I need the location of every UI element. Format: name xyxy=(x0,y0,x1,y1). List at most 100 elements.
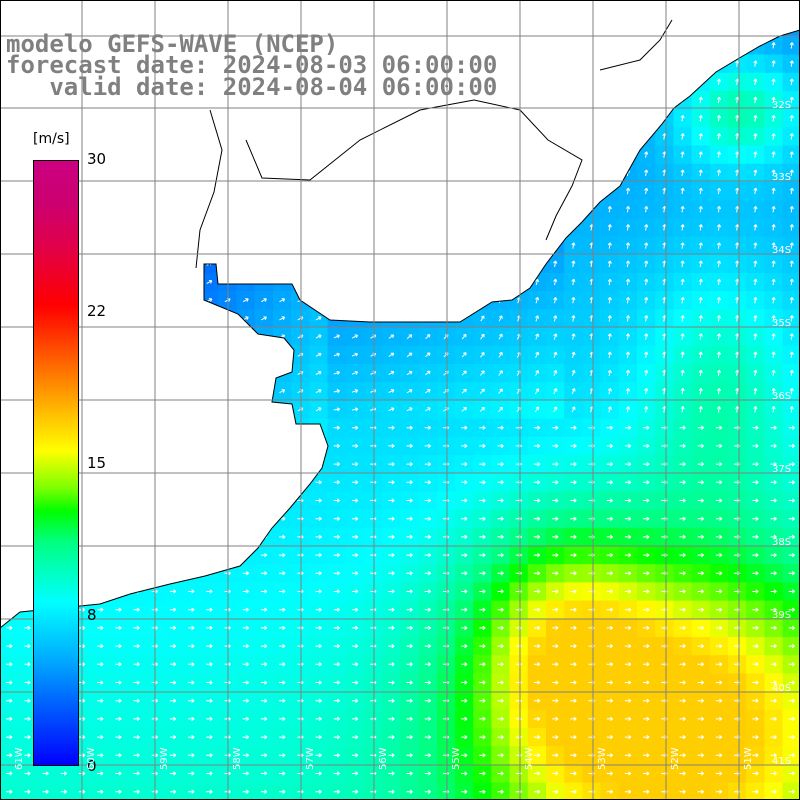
wind-arrow xyxy=(535,370,540,376)
wind-arrow xyxy=(533,625,541,631)
wind-arrow xyxy=(279,534,286,540)
wind-arrow xyxy=(698,151,703,158)
wind-arrow xyxy=(789,151,794,158)
wind-arrow xyxy=(716,296,722,304)
wind-arrow xyxy=(715,425,723,430)
wind-arrow xyxy=(716,151,722,158)
wind-arrow xyxy=(315,498,322,503)
wind-arrow xyxy=(424,516,431,521)
wind-arrow xyxy=(624,516,632,521)
wind-arrow xyxy=(607,388,612,395)
wind-arrow xyxy=(571,315,576,322)
wind-arrow xyxy=(680,296,685,304)
wind-arrow xyxy=(461,607,468,612)
longitude-label: 59W xyxy=(159,747,170,770)
wind-arrow xyxy=(570,589,577,594)
wind-arrow xyxy=(388,370,395,376)
wind-arrow xyxy=(571,351,576,358)
wind-arrow xyxy=(497,589,504,594)
wind-arrow xyxy=(789,406,794,413)
wind-arrow xyxy=(771,187,776,195)
wind-arrow xyxy=(752,607,759,612)
wind-arrow xyxy=(479,388,485,394)
latitude-label: 34S xyxy=(772,245,792,256)
wind-arrow xyxy=(351,407,359,412)
wind-arrow xyxy=(479,498,486,503)
wind-arrow xyxy=(497,552,504,558)
wind-arrow xyxy=(206,625,213,631)
wind-arrow xyxy=(424,607,431,612)
wind-arrow xyxy=(606,516,613,521)
wind-arrow xyxy=(552,480,559,485)
wind-arrow xyxy=(625,296,631,304)
wind-arrow xyxy=(715,480,723,485)
wind-arrow xyxy=(351,461,359,467)
wind-arrow xyxy=(606,589,613,594)
wind-arrow xyxy=(571,278,576,286)
wind-arrow xyxy=(388,625,395,631)
wind-arrow xyxy=(607,242,612,249)
wind-arrow xyxy=(625,369,631,377)
wind-arrow xyxy=(552,552,559,558)
wind-arrow xyxy=(388,334,395,339)
wind-arrow xyxy=(552,625,559,631)
wind-arrow xyxy=(771,387,776,395)
wind-arrow xyxy=(607,406,612,413)
wind-arrow xyxy=(479,443,486,449)
wind-arrow xyxy=(553,406,558,413)
wind-arrow xyxy=(789,78,794,85)
wind-arrow xyxy=(260,571,268,576)
longitude-label: 55W xyxy=(451,747,462,770)
wind-arrow xyxy=(607,205,612,213)
wind-arrow xyxy=(698,315,703,322)
wind-arrow xyxy=(643,425,650,430)
wind-arrow xyxy=(752,425,759,430)
wind-arrow xyxy=(771,133,776,140)
wind-arrow xyxy=(753,242,758,249)
wind-arrow xyxy=(644,333,649,340)
wind-arrow xyxy=(333,407,341,412)
wind-arrow xyxy=(479,516,486,521)
wind-arrow xyxy=(698,205,703,213)
colorbar xyxy=(33,160,79,766)
wind-arrow xyxy=(388,461,395,467)
wind-arrow xyxy=(388,480,395,485)
wind-arrow xyxy=(624,571,632,576)
wind-arrow xyxy=(716,133,722,140)
wind-arrow xyxy=(315,625,322,631)
wind-arrow xyxy=(606,480,613,485)
wind-arrow xyxy=(424,407,431,412)
colorbar-tick-8: 8 xyxy=(87,606,97,624)
wind-arrow xyxy=(461,480,468,485)
wind-arrow xyxy=(406,352,413,358)
wind-arrow xyxy=(115,625,122,631)
wind-arrow xyxy=(497,607,504,612)
wind-arrow xyxy=(570,443,577,449)
latitude-label: 39S xyxy=(772,610,792,621)
wind-arrow xyxy=(606,552,613,558)
wind-arrow xyxy=(461,407,467,412)
wind-arrow xyxy=(552,498,559,503)
longitude-label: 57W xyxy=(305,747,316,770)
wind-arrow xyxy=(606,498,613,503)
wind-arrow xyxy=(571,333,576,340)
wind-arrow xyxy=(644,242,649,249)
wind-arrow xyxy=(679,498,686,503)
latitude-label: 32S xyxy=(772,100,792,111)
wind-arrow xyxy=(625,351,631,358)
longitude-label: 60W xyxy=(86,747,97,770)
wind-arrow xyxy=(388,407,395,412)
wind-arrow xyxy=(533,516,541,521)
wind-arrow xyxy=(315,407,322,412)
wind-arrow xyxy=(479,407,485,412)
wind-arrow xyxy=(206,607,213,612)
wind-arrow xyxy=(406,334,413,339)
wind-arrow xyxy=(535,297,540,304)
wind-arrow xyxy=(698,278,703,286)
wind-arrow xyxy=(571,242,576,249)
wind-arrow xyxy=(406,552,413,558)
wind-arrow xyxy=(770,443,777,449)
wind-arrow xyxy=(351,589,359,594)
wind-arrow xyxy=(752,480,759,485)
latitude-label: 33S xyxy=(772,172,792,183)
